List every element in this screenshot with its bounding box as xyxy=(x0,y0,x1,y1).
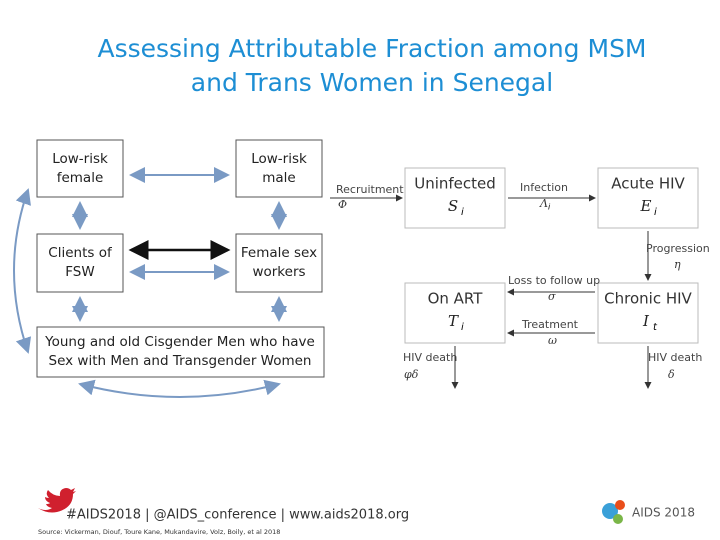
box-text: Female sex xyxy=(241,245,317,261)
flow-symbol: σ xyxy=(548,290,556,303)
subscript: i xyxy=(461,322,464,333)
box-text: Low-risk xyxy=(52,151,108,167)
box-text: FSW xyxy=(65,264,94,280)
flow-arrows xyxy=(330,194,652,389)
footer-links[interactable]: #AIDS2018 | @AIDS_conference | www.aids2… xyxy=(66,508,409,523)
subscript: i xyxy=(654,207,657,218)
flow-label: HIV death xyxy=(403,351,457,364)
box-text: Young and old Cisgender Men who have xyxy=(44,334,315,350)
box-text: Clients of xyxy=(48,245,113,261)
compartment-label: Chronic HIV xyxy=(604,290,692,308)
box-text: Low-risk xyxy=(251,151,307,167)
box xyxy=(36,233,124,293)
compartment xyxy=(597,167,699,229)
box xyxy=(36,139,124,198)
network-diagram: Low-risk female Low-risk male Clients of… xyxy=(13,139,325,398)
flow-symbol: Λ xyxy=(539,197,548,210)
compartment xyxy=(404,282,506,344)
compartment-label: On ART xyxy=(428,290,484,308)
footer-source: Source: Vickerman, Diouf, Toure Kane, Mu… xyxy=(38,528,280,536)
title-line: Assessing Attributable Fraction among MS… xyxy=(97,34,646,63)
arrows xyxy=(13,167,287,398)
flow-symbol: ω xyxy=(548,334,557,347)
flow-label: HIV death xyxy=(648,351,702,364)
box-text: female xyxy=(57,170,104,186)
flow-symbol: Φ xyxy=(338,198,347,211)
flow-symbol: η xyxy=(674,258,681,271)
compartment xyxy=(404,167,506,229)
compartment-label: Uninfected xyxy=(414,175,496,193)
compartment-symbol: I xyxy=(642,312,650,330)
compartment-symbol: E xyxy=(640,197,652,215)
logo-text: AIDS 2018 xyxy=(632,506,695,520)
box-text: Sex with Men and Transgender Women xyxy=(49,353,312,369)
title-line: and Trans Women in Senegal xyxy=(191,68,553,97)
twitter-icon xyxy=(38,488,76,513)
box xyxy=(36,326,325,378)
compartment-label: Acute HIV xyxy=(611,175,685,193)
box-text: workers xyxy=(252,264,305,280)
compartment xyxy=(597,282,699,344)
flow-label: Infection xyxy=(520,181,568,194)
logo: AIDS 2018 xyxy=(602,500,695,524)
box xyxy=(235,233,323,293)
flow-label: Progression xyxy=(646,242,710,255)
model-diagram: Uninfected S i Acute HIV E i On ART T i … xyxy=(330,167,710,389)
compartment-symbol: S xyxy=(448,197,458,215)
box-text: male xyxy=(262,170,295,186)
flow-symbol: φδ xyxy=(404,368,419,381)
compartment-symbol: T xyxy=(448,312,459,330)
flow-label: Loss to follow up xyxy=(508,274,600,287)
flow-symbol: δ xyxy=(668,368,675,381)
subscript: i xyxy=(461,207,464,218)
subscript: t xyxy=(653,322,658,333)
box xyxy=(235,139,323,198)
flow-label: Treatment xyxy=(521,318,579,331)
subscript: i xyxy=(548,203,551,212)
flow-label: Recruitment xyxy=(336,183,404,196)
